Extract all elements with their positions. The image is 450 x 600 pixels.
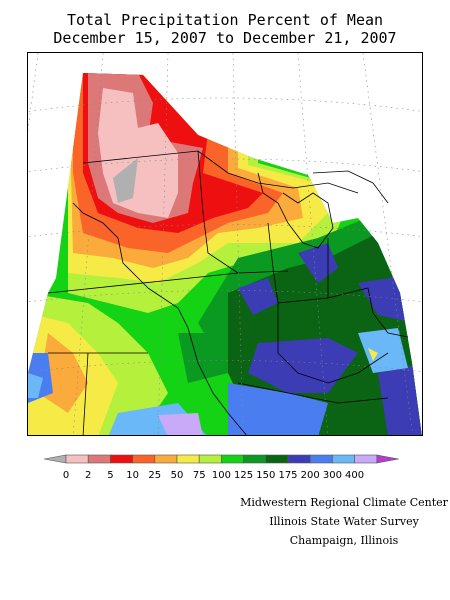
credit-isws: Illinois State Water Survey [269, 515, 419, 528]
legend-swatch [132, 454, 156, 464]
legend-tick-label: 0 [63, 470, 69, 481]
legend-over-arrow [376, 454, 399, 464]
graticule [28, 53, 422, 435]
legend-swatch [287, 454, 311, 464]
legend-tick-label: 150 [256, 470, 275, 481]
legend-tick-label: 75 [193, 470, 206, 481]
map-date-range: December 15, 2007 to December 21, 2007 [53, 29, 397, 47]
precipitation-shading [28, 73, 422, 435]
legend-swatch [87, 454, 111, 464]
legend-tick-label: 50 [171, 470, 184, 481]
legend-swatch [221, 454, 244, 464]
color-scale-legend: 0 2 5 10 25 50 75 100 125 150 175 200 300 400 [43, 453, 406, 489]
legend-swatch [110, 454, 133, 464]
legend-tick-label: 25 [148, 470, 161, 481]
legend-swatch [154, 454, 178, 464]
legend-tick-label: 400 [345, 470, 364, 481]
map-canvas [28, 53, 422, 435]
legend-tick-label: 10 [126, 470, 139, 481]
legend-swatch [198, 454, 222, 464]
legend-swatch [243, 454, 267, 464]
legend-tick-label: 175 [278, 470, 297, 481]
legend-under-arrow [43, 454, 67, 464]
legend-swatch [354, 454, 378, 464]
boundary-lines [47, 150, 409, 435]
legend-tick-label: 125 [234, 470, 253, 481]
credit-location: Champaign, Illinois [289, 534, 399, 547]
legend-tick-label: 300 [323, 470, 342, 481]
map-title: Total Precipitation Percent of Mean [66, 11, 384, 29]
precipitation-map [27, 52, 423, 436]
legend-swatch [65, 454, 89, 464]
credit-mrcc: Midwestern Regional Climate Center [240, 496, 448, 509]
legend-swatch [332, 454, 355, 464]
legend-tick-label: 5 [107, 470, 113, 481]
legend-swatch [309, 454, 333, 464]
legend-tick-label: 2 [85, 470, 91, 481]
legend-tick-label: 100 [212, 470, 231, 481]
legend-swatch [176, 454, 200, 464]
legend-swatch [265, 454, 289, 464]
legend-tick-label: 200 [301, 470, 320, 481]
